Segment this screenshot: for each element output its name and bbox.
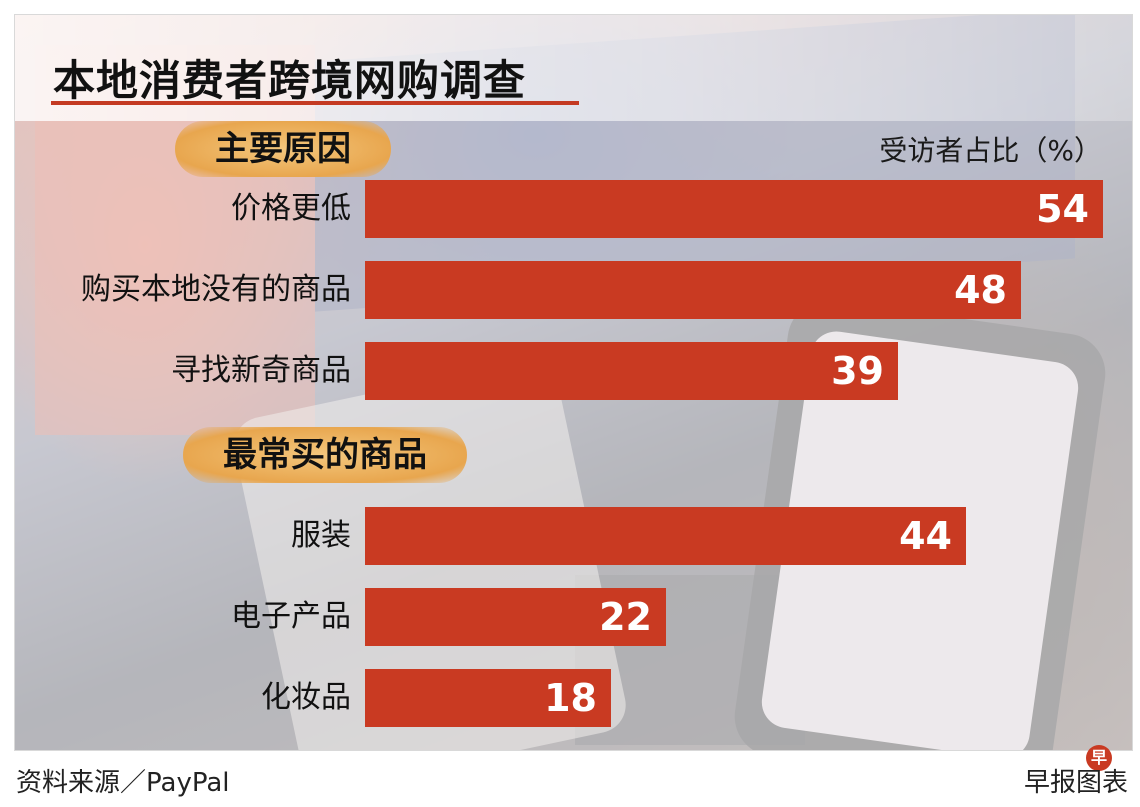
section-label-1: 主要原因 (175, 121, 391, 177)
section-label-2: 最常买的商品 (183, 427, 467, 483)
zaobao-logo-icon: 早 (1086, 745, 1112, 771)
bar-value-label: 54 (1036, 187, 1089, 231)
bar (365, 342, 898, 400)
bar-value-label: 22 (599, 595, 652, 639)
source-note: 资料来源／PayPal (16, 768, 230, 798)
category-label: 化妆品 (261, 680, 351, 715)
chart-frame: 本地消费者跨境网购调查 受访者占比（%） 主要原因价格更低 54 购买本地没有的商品… (14, 14, 1133, 751)
bar (365, 261, 1021, 319)
title-underline (51, 101, 579, 105)
category-label: 服装 (291, 518, 351, 553)
bar-value-label: 48 (954, 268, 1007, 312)
category-label: 电子产品 (231, 599, 351, 634)
bar-value-label: 39 (831, 349, 884, 393)
chart-title: 本地消费者跨境网购调查 (53, 56, 527, 105)
graphic-credit: 早报图表 (1023, 768, 1128, 798)
bar-value-label: 18 (544, 676, 597, 720)
bar-value-label: 44 (899, 514, 952, 558)
bar (365, 669, 611, 727)
bar (365, 588, 666, 646)
category-label: 价格更低 (231, 191, 351, 226)
category-label: 购买本地没有的商品 (81, 272, 351, 307)
bar (365, 180, 1103, 238)
bar (365, 507, 966, 565)
unit-label: 受访者占比（%） (879, 134, 1102, 167)
category-label: 寻找新奇商品 (171, 353, 351, 388)
